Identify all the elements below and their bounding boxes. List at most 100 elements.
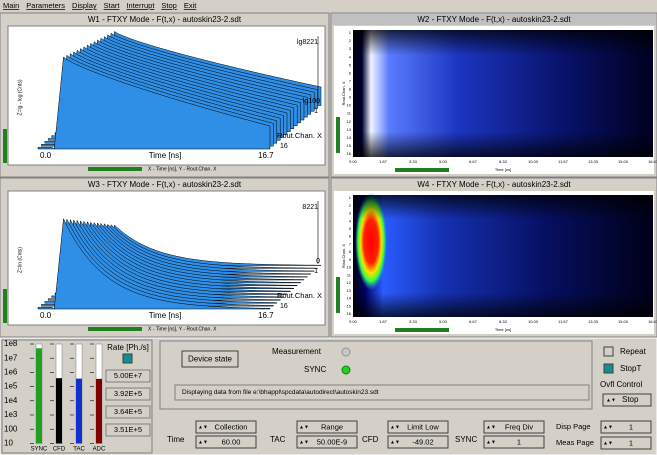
rate-value: 3.92E+5 <box>114 389 142 398</box>
level-bar <box>336 117 340 153</box>
spinner[interactable] <box>483 420 545 434</box>
device-state-button[interactable] <box>181 350 239 368</box>
y-tick-label: 15 <box>347 303 352 308</box>
meter-scale-label: 1e6 <box>4 368 18 377</box>
z-min: 0 <box>316 258 320 265</box>
scroll-bar <box>395 168 449 172</box>
window: W2 - FTXY Mode - F(t,x) - autoskin23-2.s… <box>330 12 657 178</box>
title-bar <box>1 14 328 25</box>
channel-label: CFD <box>53 447 66 453</box>
x-tick-label: 11.67 <box>558 159 568 164</box>
meter-bar <box>76 378 82 444</box>
measurement-label: Measurement <box>272 347 322 356</box>
spinner-arrows: ▲▼ <box>198 439 208 445</box>
window: W4 - FTXY Mode - F(t,x) - autoskin23-2.s… <box>330 177 657 338</box>
spinner-value: Limit Low <box>407 422 439 431</box>
state-frame <box>159 340 593 410</box>
x-tick-label: 6.67 <box>469 319 478 324</box>
spinner[interactable] <box>387 435 449 449</box>
spinner[interactable] <box>387 420 449 434</box>
menu-item[interactable]: Exit <box>184 1 197 10</box>
chan-label: Rout.Chan. X <box>277 291 322 300</box>
file-info-box <box>174 384 590 401</box>
y-tick-label: 9 <box>349 95 352 100</box>
window-title: W1 - FTXY Mode - F(t,x) - autoskin23-2.s… <box>88 15 242 24</box>
y-tick-label: 13 <box>347 288 352 293</box>
y-tick-label: 9 <box>349 257 352 262</box>
x-tick-label: 13.33 <box>588 319 599 324</box>
spinner-arrows: ▲▼ <box>299 424 309 430</box>
stopt-checkbox[interactable] <box>603 363 614 374</box>
spinner-arrows: ▲▼ <box>486 424 496 430</box>
y-tick-label: 6 <box>349 234 352 239</box>
meter-bar <box>56 378 62 444</box>
menu-item[interactable]: Main <box>3 1 19 10</box>
chan-first: 1 <box>314 268 318 275</box>
z-label: Z=lin (Cnts) <box>17 247 23 273</box>
spinner[interactable] <box>296 420 358 434</box>
menu-item[interactable]: Display <box>72 1 97 10</box>
spinner[interactable] <box>195 435 257 449</box>
y-tick-label: 8 <box>349 87 352 92</box>
chan-last: 16 <box>280 303 288 310</box>
y-tick-label: 11 <box>347 272 352 277</box>
menu-item[interactable]: Parameters <box>26 1 65 10</box>
spinner[interactable] <box>296 435 358 449</box>
rate-box <box>105 423 151 437</box>
spinner[interactable] <box>600 436 652 450</box>
chan-last: 16 <box>280 143 288 150</box>
spinner-arrows: ▲▼ <box>390 439 400 445</box>
rate-title: Rate [Ph./s] <box>107 343 149 352</box>
level-bar <box>3 289 7 323</box>
y-tick-label: 2 <box>349 38 352 43</box>
stopt-label: StopT <box>620 364 641 373</box>
trace <box>37 56 271 150</box>
ovfl-label: Ovfl Control <box>600 380 642 389</box>
title-bar <box>332 179 656 190</box>
x-tick-label: 0.00 <box>349 319 358 324</box>
channel-label: ADC <box>93 447 106 453</box>
spinner-arrows: ▲▼ <box>603 424 613 430</box>
y-tick-label: 3 <box>349 46 352 51</box>
time-label: Time [ns] <box>149 151 182 160</box>
window-title: W3 - FTXY Mode - F(t,x) - autoskin23-2.s… <box>88 180 242 189</box>
meter-scale-label: 10 <box>4 439 13 448</box>
menu-item[interactable]: Stop <box>161 1 176 10</box>
x-tick-label: 10.00 <box>528 159 539 164</box>
edge-fade <box>353 195 653 317</box>
window-title: W4 - FTXY Mode - F(t,x) - autoskin23-2.s… <box>417 180 571 189</box>
spinner-arrows: ▲▼ <box>606 397 616 403</box>
y-tick-label: 15 <box>347 143 352 148</box>
x-label: Time [ns] <box>495 327 511 332</box>
spinner[interactable] <box>195 420 257 434</box>
scroll-bar <box>88 327 142 331</box>
spinner-arrows: ▲▼ <box>390 424 400 430</box>
spinner[interactable] <box>483 435 545 449</box>
spinner-value: Freq Div <box>505 422 534 431</box>
x-tick-label: 3.33 <box>409 319 418 324</box>
ovfl-spinner[interactable] <box>602 393 652 407</box>
rate-box <box>105 387 151 401</box>
title-bar <box>332 14 656 25</box>
y-tick-label: 4 <box>349 54 352 59</box>
menu-item[interactable]: Interrupt <box>126 1 155 10</box>
page-label: Meas Page <box>556 438 594 447</box>
y-tick-label: 2 <box>349 203 352 208</box>
x-tick-label: 13.33 <box>588 159 599 164</box>
channel-label: SYNC <box>31 447 48 453</box>
window: W3 - FTXY Mode - F(t,x) - autoskin23-2.s… <box>0 177 330 338</box>
menu-item[interactable]: Start <box>104 1 121 10</box>
meter-scale-label: 1e7 <box>4 353 18 362</box>
x-tick-label: 5.00 <box>439 159 448 164</box>
meter-scale-label: 1e8 <box>4 339 18 348</box>
y-tick-label: 1 <box>349 30 352 35</box>
y-tick-label: 6 <box>349 70 352 75</box>
y-tick-label: 3 <box>349 211 352 216</box>
y-label: Rout.Chan. X <box>341 81 346 105</box>
windows: W1 - FTXY Mode - F(t,x) - autoskin23-2.s… <box>0 12 657 338</box>
menu-bar: Main Parameters Display Start Interrupt Stop E… <box>3 1 197 10</box>
spinner[interactable] <box>600 420 652 434</box>
spinner-value: Range <box>321 422 343 431</box>
repeat-checkbox[interactable] <box>603 346 614 357</box>
